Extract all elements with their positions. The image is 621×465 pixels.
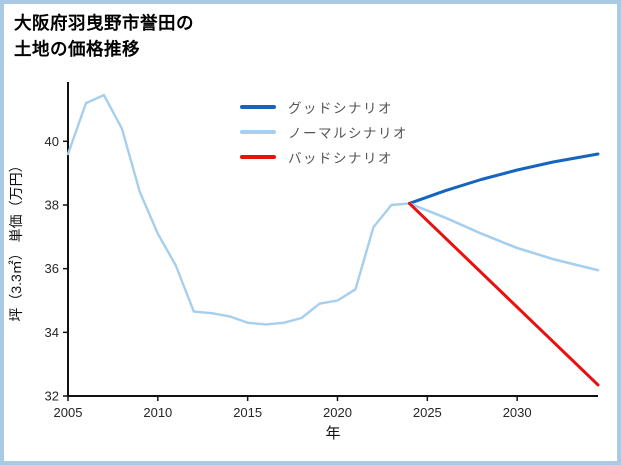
chart-title-line1: 大阪府羽曳野市誉田の: [14, 13, 194, 33]
x-tick-label: 2025: [413, 405, 442, 420]
x-tick-label: 2005: [54, 405, 83, 420]
legend-item: グッドシナリオ: [240, 94, 408, 119]
series-line-history: [66, 93, 411, 326]
chart-title-line2: 土地の価格推移: [14, 39, 140, 60]
y-tick-label: 40: [45, 134, 59, 149]
x-tick-label: 2020: [323, 405, 352, 420]
y-tick-label: 38: [45, 197, 59, 212]
y-tick-label: 32: [45, 389, 59, 404]
legend-item: バッドシナリオ: [240, 144, 408, 169]
chart-title: 大阪府羽曳野市誉田の 土地の価格推移: [14, 10, 194, 63]
x-tick-label: 2010: [143, 405, 172, 420]
legend-swatch: [240, 129, 276, 134]
series-line-good: [407, 152, 600, 205]
legend: グッドシナリオ ノーマルシナリオ バッドシナリオ: [240, 94, 408, 169]
series-line-normal: [408, 202, 600, 272]
legend-label: グッドシナリオ: [288, 100, 393, 116]
legend-swatch: [240, 104, 276, 109]
y-tick-label: 34: [45, 325, 59, 340]
x-tick-label: 2015: [233, 405, 262, 420]
y-axis-label: 坪（3.3㎡） 単価（万円）: [8, 158, 24, 321]
series-line-bad: [407, 201, 600, 387]
legend-swatch: [240, 154, 276, 159]
chart-svg: 2005 2010 2015 2020 2025 2030 32 34 36 38 40 年 坪（3.3…: [8, 82, 600, 442]
legend-item: ノーマルシナリオ: [240, 119, 408, 144]
x-axis-label: 年: [325, 425, 340, 442]
y-tick-label: 36: [45, 261, 59, 276]
legend-label: バッドシナリオ: [288, 150, 393, 166]
legend-label: ノーマルシナリオ: [288, 125, 408, 141]
x-tick-label: 2030: [503, 405, 532, 420]
